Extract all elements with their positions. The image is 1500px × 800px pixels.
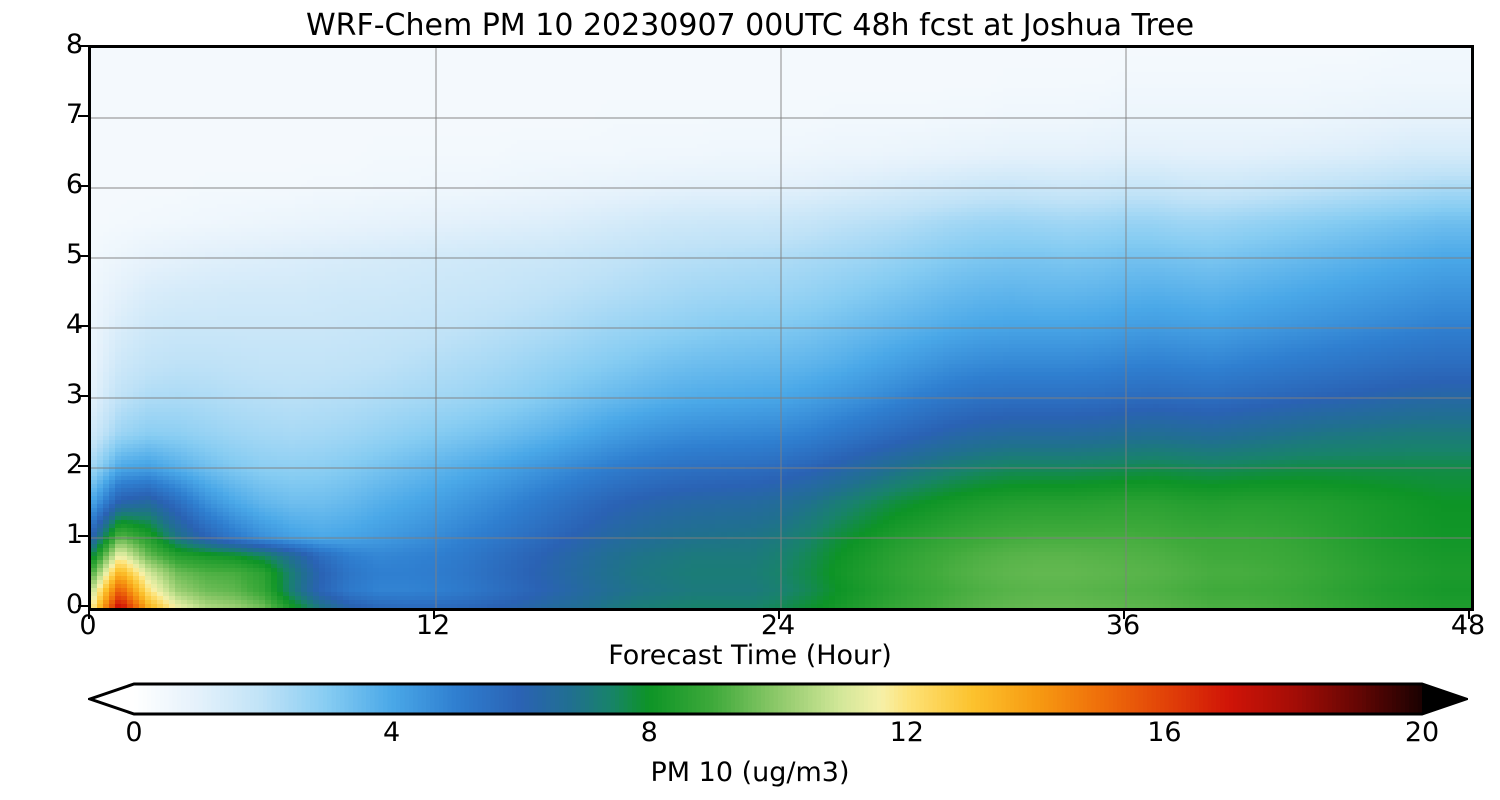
- colorbar-gradient: [88, 680, 1468, 718]
- colorbar-tick-label: 0: [84, 719, 184, 746]
- x-tick-mark: [433, 608, 435, 619]
- y-tick-mark: [78, 395, 89, 397]
- y-tick-label: 6: [23, 171, 83, 198]
- x-tick-label: 48: [1408, 612, 1500, 639]
- y-tick-mark: [78, 465, 89, 467]
- x-axis-label: Forecast Time (Hour): [0, 640, 1500, 671]
- colorbar-tick-label: 12: [857, 719, 957, 746]
- contour-field: [91, 48, 1471, 608]
- plot-area: [88, 45, 1474, 611]
- x-tick-mark: [1123, 608, 1125, 619]
- colorbar-label: PM 10 (ug/m3): [0, 757, 1500, 788]
- colorbar-tick-label: 8: [599, 719, 699, 746]
- y-tick-mark: [78, 605, 89, 607]
- y-tick-mark: [78, 325, 89, 327]
- colorbar-tick-label: 20: [1372, 719, 1472, 746]
- colorbar-tick-label: 4: [342, 719, 442, 746]
- y-tick-label: 7: [23, 101, 83, 128]
- x-tick-mark: [1468, 608, 1470, 619]
- y-tick-mark: [78, 45, 89, 47]
- x-tick-mark: [778, 608, 780, 619]
- figure-root: WRF-Chem PM 10 20230907 00UTC 48h fcst a…: [0, 0, 1500, 800]
- y-tick-mark: [78, 535, 89, 537]
- y-tick-label: 4: [23, 311, 83, 338]
- y-tick-mark: [78, 255, 89, 257]
- x-tick-mark: [88, 608, 90, 619]
- y-tick-label: 3: [23, 381, 83, 408]
- colorbar: [88, 680, 1468, 718]
- page-title: WRF-Chem PM 10 20230907 00UTC 48h fcst a…: [0, 8, 1500, 43]
- y-tick-label: 1: [23, 521, 83, 548]
- y-tick-label: 8: [23, 31, 83, 58]
- y-tick-label: 5: [23, 241, 83, 268]
- colorbar-tick-label: 16: [1114, 719, 1214, 746]
- y-tick-mark: [78, 115, 89, 117]
- y-tick-mark: [78, 185, 89, 187]
- y-tick-label: 2: [23, 451, 83, 478]
